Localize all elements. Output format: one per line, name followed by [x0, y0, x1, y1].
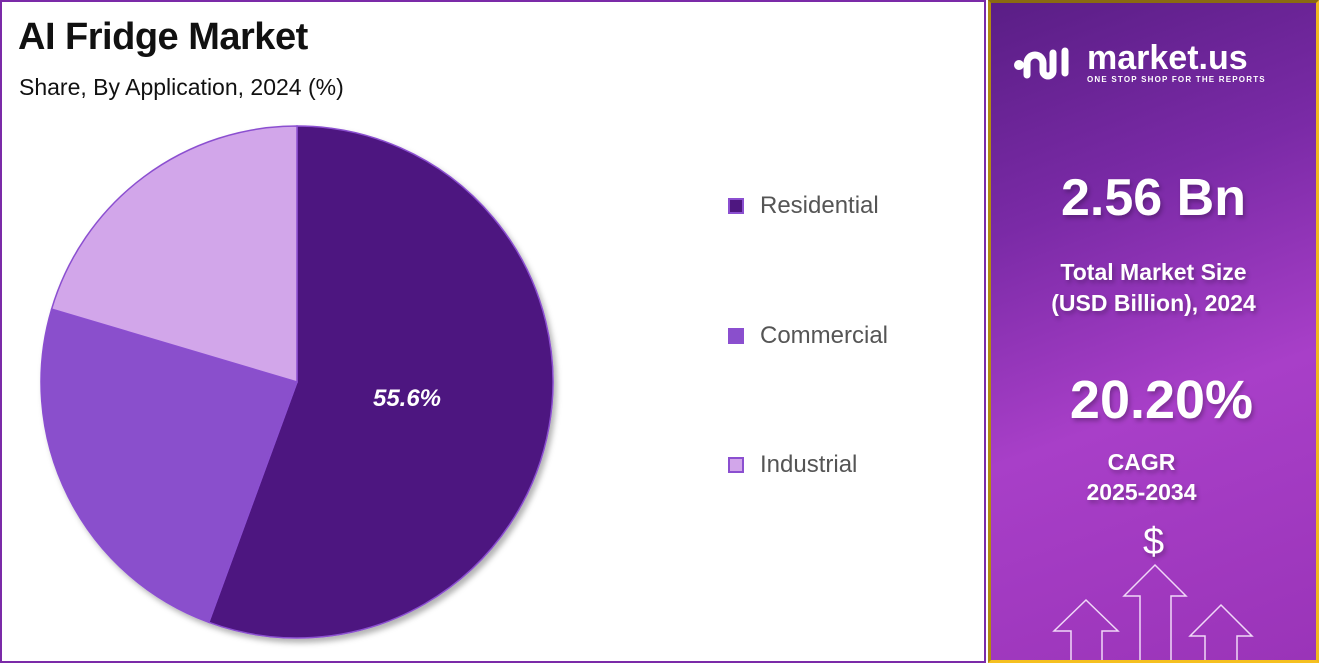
market-size-label-sub: (USD Billion), 2024	[1051, 290, 1256, 316]
market-us-logo-icon	[1014, 47, 1069, 79]
chart-title: AI Fridge Market	[18, 16, 308, 58]
slice-label-residential: 55.6%	[373, 385, 441, 412]
dollar-icon: $	[1143, 521, 1165, 563]
chart-panel: AI Fridge Market Share, By Application, …	[0, 0, 986, 663]
legend-swatch-commercial	[728, 328, 744, 344]
legend-swatch-residential	[728, 198, 744, 214]
cagr-period: 2025-2034	[1086, 479, 1197, 505]
chart-subtitle: Share, By Application, 2024 (%)	[19, 74, 344, 100]
brand-name: market.us	[1087, 39, 1248, 77]
pie-slice-commercial	[40, 308, 298, 624]
market-size-label: Total Market Size	[1060, 259, 1247, 285]
market-size-value: 2.56 Bn	[1061, 169, 1246, 227]
legend-swatch-industrial	[728, 457, 744, 473]
summary-panel: market.us ONE STOP SHOP FOR THE REPORTS …	[988, 0, 1319, 663]
legend-item-residential: Residential	[728, 192, 879, 220]
pie-slice-residential	[207, 125, 554, 639]
cagr-value: 20.20%	[1069, 370, 1254, 430]
cagr-label: CAGR	[1107, 449, 1176, 475]
brand-logo: market.us ONE STOP SHOP FOR THE REPORTS	[1013, 41, 1266, 84]
legend-item-commercial: Commercial	[728, 322, 888, 350]
pie-chart: 55.6%	[40, 125, 554, 639]
pie-slice-industrial	[50, 125, 298, 384]
brand-tagline: ONE STOP SHOP FOR THE REPORTS	[1087, 75, 1266, 84]
legend-item-industrial: Industrial	[728, 451, 857, 479]
growth-arrows-icon	[1052, 563, 1254, 660]
